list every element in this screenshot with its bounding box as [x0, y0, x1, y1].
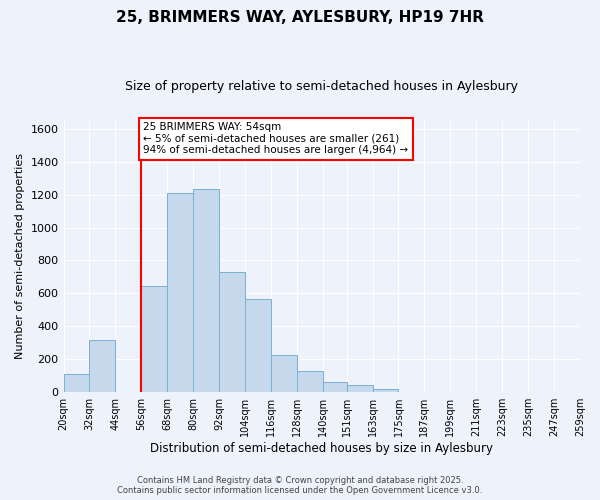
Text: Contains HM Land Registry data © Crown copyright and database right 2025.
Contai: Contains HM Land Registry data © Crown c… — [118, 476, 482, 495]
Text: 25 BRIMMERS WAY: 54sqm
← 5% of semi-detached houses are smaller (261)
94% of sem: 25 BRIMMERS WAY: 54sqm ← 5% of semi-deta… — [143, 122, 409, 156]
Bar — [193, 189, 219, 392]
Bar — [219, 272, 245, 392]
Bar — [167, 193, 193, 392]
Text: 25, BRIMMERS WAY, AYLESBURY, HP19 7HR: 25, BRIMMERS WAY, AYLESBURY, HP19 7HR — [116, 10, 484, 25]
Bar — [89, 340, 115, 392]
Bar — [347, 385, 373, 392]
Bar — [323, 382, 347, 392]
Bar — [142, 286, 167, 392]
Bar — [271, 355, 297, 392]
X-axis label: Distribution of semi-detached houses by size in Aylesbury: Distribution of semi-detached houses by … — [150, 442, 493, 455]
Bar — [64, 374, 89, 392]
Title: Size of property relative to semi-detached houses in Aylesbury: Size of property relative to semi-detach… — [125, 80, 518, 93]
Bar — [245, 299, 271, 392]
Bar — [373, 389, 398, 392]
Y-axis label: Number of semi-detached properties: Number of semi-detached properties — [15, 154, 25, 360]
Bar — [297, 371, 323, 392]
